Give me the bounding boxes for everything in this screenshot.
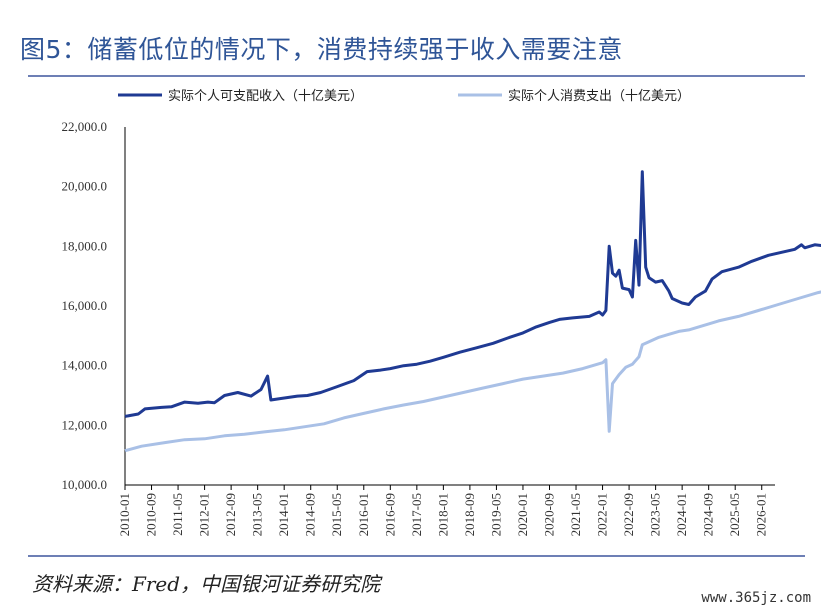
- y-tick-label: 12,000.0: [62, 417, 108, 432]
- y-tick-label: 16,000.0: [62, 298, 108, 313]
- y-tick-label: 18,000.0: [62, 238, 108, 253]
- x-tick-label: 2021-05: [568, 493, 583, 536]
- x-tick-label: 2024-09: [701, 493, 716, 536]
- x-tick-label: 2020-01: [515, 493, 530, 536]
- watermark: www.365jz.com: [699, 590, 813, 606]
- legend-spending-label: 实际个人消费支出（十亿美元）: [508, 89, 690, 104]
- x-tick-label: 2012-01: [197, 493, 212, 536]
- x-axis: 2010-01 2010-09 2011-05 2012-01 2012-09 2013-…: [117, 484, 775, 536]
- x-tick-label: 2018-09: [462, 493, 477, 536]
- y-tick-label: 22,000.0: [62, 119, 108, 134]
- x-tick-label: 2013-05: [250, 493, 265, 536]
- x-tick-label: 2026-01: [754, 493, 769, 536]
- line-chart: 实际个人可支配收入（十亿美元） 实际个人消费支出（十亿美元） 10,000.0 12…: [62, 89, 821, 536]
- x-tick-label: 2025-05: [727, 493, 742, 536]
- y-axis: 10,000.0 12,000.0 14,000.0 16,000.0 18,000.0…: [62, 119, 126, 492]
- x-tick-label: 2016-09: [382, 493, 397, 536]
- x-tick-label: 2019-05: [488, 493, 503, 536]
- x-tick-label: 2011-05: [170, 493, 185, 536]
- title-divider: [28, 75, 805, 77]
- x-tick-label: 2014-01: [276, 493, 291, 536]
- spending-series-line: [124, 290, 821, 453]
- y-tick-label: 10,000.0: [62, 477, 108, 492]
- x-tick-label: 2022-09: [621, 493, 636, 536]
- legend: 实际个人可支配收入（十亿美元） 实际个人消费支出（十亿美元）: [118, 89, 690, 104]
- x-tick-label: 2015-05: [329, 493, 344, 536]
- page-title: 图5：储蓄低位的情况下，消费持续强于收入需要注意: [20, 35, 623, 64]
- x-tick-label: 2022-01: [595, 493, 610, 536]
- x-tick-label: 2014-09: [303, 493, 318, 536]
- x-tick-label: 2017-05: [409, 493, 424, 536]
- x-tick-label: 2023-05: [648, 493, 663, 536]
- x-tick-label: 2010-01: [117, 493, 132, 536]
- legend-income-label: 实际个人可支配收入（十亿美元）: [168, 89, 363, 104]
- x-tick-label: 2020-09: [541, 493, 556, 536]
- series-lines: [124, 170, 821, 453]
- x-tick-label: 2012-09: [223, 493, 238, 536]
- footer-divider: [28, 555, 805, 557]
- x-tick-label: 2024-01: [674, 493, 689, 536]
- x-tick-label: 2018-01: [435, 493, 450, 536]
- x-tick-label: 2010-09: [144, 493, 159, 536]
- y-tick-label: 20,000.0: [62, 179, 108, 194]
- y-tick-label: 14,000.0: [62, 358, 108, 373]
- source-note: 资料来源：Fred，中国银河证券研究院: [32, 572, 381, 596]
- x-tick-label: 2016-01: [356, 493, 371, 536]
- income-series-line: [124, 170, 821, 418]
